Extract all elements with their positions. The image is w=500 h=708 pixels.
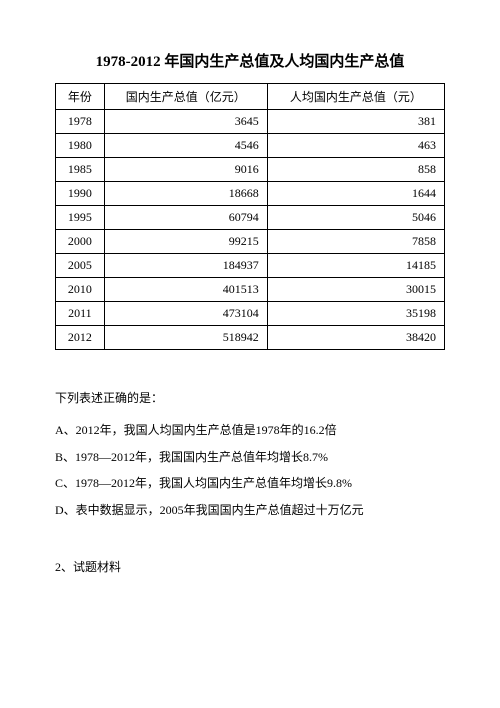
table-row: 2011 473104 35198: [56, 302, 445, 326]
question-prompt: 下列表述正确的是：: [55, 385, 445, 411]
table-header-row: 年份 国内生产总值（亿元） 人均国内生产总值（元）: [56, 84, 445, 110]
cell-gdp: 518942: [104, 326, 267, 350]
cell-year: 1995: [56, 206, 105, 230]
option-d: D、表中数据显示，2005年我国国内生产总值超过十万亿元: [55, 497, 445, 523]
table-row: 2010 401513 30015: [56, 278, 445, 302]
table-row: 1978 3645 381: [56, 110, 445, 134]
cell-percapita: 1644: [267, 182, 444, 206]
cell-gdp: 18668: [104, 182, 267, 206]
cell-percapita: 38420: [267, 326, 444, 350]
table-row: 1985 9016 858: [56, 158, 445, 182]
table-row: 1995 60794 5046: [56, 206, 445, 230]
col-header-year: 年份: [56, 84, 105, 110]
cell-percapita: 463: [267, 134, 444, 158]
option-b: B、1978—2012年，我国国内生产总值年均增长8.7%: [55, 444, 445, 470]
cell-percapita: 381: [267, 110, 444, 134]
cell-percapita: 5046: [267, 206, 444, 230]
cell-gdp: 3645: [104, 110, 267, 134]
option-a: A、2012年，我国人均国内生产总值是1978年的16.2倍: [55, 417, 445, 443]
cell-gdp: 99215: [104, 230, 267, 254]
cell-percapita: 35198: [267, 302, 444, 326]
cell-year: 1990: [56, 182, 105, 206]
cell-gdp: 184937: [104, 254, 267, 278]
cell-year: 1980: [56, 134, 105, 158]
table-row: 2005 184937 14185: [56, 254, 445, 278]
cell-year: 2012: [56, 326, 105, 350]
cell-gdp: 60794: [104, 206, 267, 230]
col-header-percapita: 人均国内生产总值（元）: [267, 84, 444, 110]
cell-year: 2011: [56, 302, 105, 326]
cell-gdp: 4546: [104, 134, 267, 158]
section-label: 2、试题材料: [55, 558, 445, 575]
table-row: 1990 18668 1644: [56, 182, 445, 206]
cell-percapita: 30015: [267, 278, 444, 302]
col-header-gdp: 国内生产总值（亿元）: [104, 84, 267, 110]
cell-gdp: 9016: [104, 158, 267, 182]
cell-percapita: 7858: [267, 230, 444, 254]
cell-year: 1978: [56, 110, 105, 134]
document-title: 1978-2012 年国内生产总值及人均国内生产总值: [55, 50, 445, 71]
table-body: 1978 3645 381 1980 4546 463 1985 9016 85…: [56, 110, 445, 350]
option-c: C、1978—2012年，我国人均国内生产总值年均增长9.8%: [55, 470, 445, 496]
table-row: 2000 99215 7858: [56, 230, 445, 254]
table-row: 2012 518942 38420: [56, 326, 445, 350]
table-row: 1980 4546 463: [56, 134, 445, 158]
cell-percapita: 14185: [267, 254, 444, 278]
cell-year: 1985: [56, 158, 105, 182]
cell-year: 2005: [56, 254, 105, 278]
cell-gdp: 401513: [104, 278, 267, 302]
gdp-table: 年份 国内生产总值（亿元） 人均国内生产总值（元） 1978 3645 381 …: [55, 83, 445, 350]
cell-percapita: 858: [267, 158, 444, 182]
cell-gdp: 473104: [104, 302, 267, 326]
cell-year: 2010: [56, 278, 105, 302]
cell-year: 2000: [56, 230, 105, 254]
